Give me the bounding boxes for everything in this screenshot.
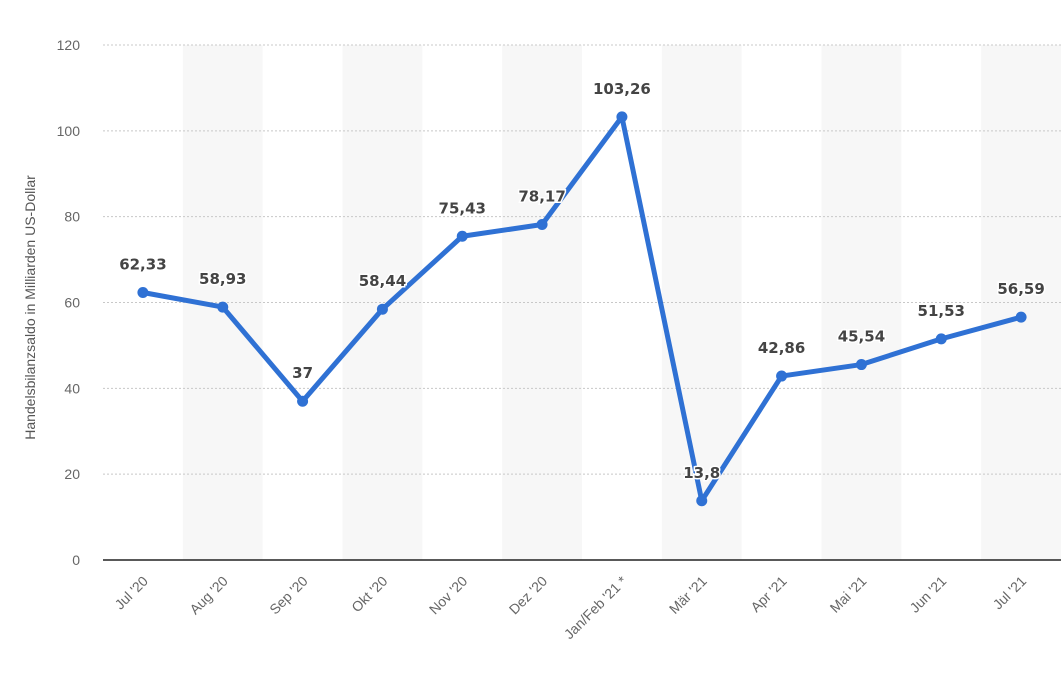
x-tick-label: Sep '20	[266, 573, 311, 618]
column-band	[502, 45, 582, 560]
data-point[interactable]	[376, 303, 388, 315]
data-label: 58,44	[359, 272, 406, 290]
y-tick-label: 40	[64, 380, 80, 396]
x-tick-label: Jun '21	[906, 573, 949, 616]
data-point[interactable]	[1015, 311, 1027, 323]
x-tick-label: Jul '20	[111, 573, 151, 613]
data-label: 51,53	[918, 302, 965, 320]
y-tick-label: 60	[64, 295, 80, 311]
y-tick-label: 20	[64, 466, 80, 482]
column-band	[342, 45, 423, 560]
x-tick-label: Aug '20	[186, 573, 231, 618]
data-label: 62,33	[119, 256, 166, 274]
x-axis-ticks: Jul '20 Aug '20 Sep '20 Okt '20 Nov '20 Dez '…	[111, 572, 1029, 642]
x-tick-label: Apr '21	[747, 573, 790, 616]
column-band	[821, 45, 902, 560]
data-point[interactable]	[217, 301, 229, 313]
data-label: 56,59	[997, 280, 1044, 298]
data-label: 78,17	[518, 188, 565, 206]
y-tick-label: 120	[57, 37, 81, 53]
series-line	[140, 114, 1024, 504]
data-label: 37	[292, 364, 313, 382]
x-tick-label: Jan/Feb '21 *	[561, 572, 631, 642]
data-label: 58,93	[199, 270, 246, 288]
column-band	[661, 45, 742, 560]
x-tick-label: Dez '20	[506, 573, 551, 618]
data-point[interactable]	[297, 395, 309, 407]
y-axis-title: Handelsbilanzsaldo in Milliarden US-Doll…	[22, 175, 38, 440]
x-tick-label: Nov '20	[426, 573, 471, 618]
series-line-group	[137, 111, 1027, 507]
data-point[interactable]	[616, 111, 628, 123]
x-tick-label: Mai '21	[827, 573, 870, 616]
y-tick-label: 100	[57, 123, 81, 139]
column-band	[981, 45, 1061, 560]
x-tick-label: Mär '21	[666, 573, 710, 617]
data-labels: 62,33 58,93 37 58,44 75,43 78,17 103,26 13,8 42,…	[118, 78, 1047, 483]
y-axis-ticks: 0 20 40 60 80 100 120	[57, 37, 81, 568]
data-point[interactable]	[137, 287, 149, 299]
data-label: 103,26	[593, 80, 651, 98]
data-label: 13,8	[683, 464, 720, 482]
data-point[interactable]	[855, 359, 867, 371]
data-point[interactable]	[696, 495, 708, 507]
x-tick-label: Okt '20	[348, 573, 391, 616]
data-label: 45,54	[838, 328, 885, 346]
data-label: 75,43	[439, 199, 486, 217]
y-tick-label: 80	[64, 209, 80, 225]
y-tick-label: 0	[72, 552, 80, 568]
data-point[interactable]	[456, 230, 468, 242]
data-point[interactable]	[536, 219, 548, 231]
x-tick-label: Jul '21	[990, 573, 1030, 613]
data-label: 42,86	[758, 339, 805, 357]
data-point[interactable]	[935, 333, 947, 345]
data-point[interactable]	[776, 370, 788, 382]
